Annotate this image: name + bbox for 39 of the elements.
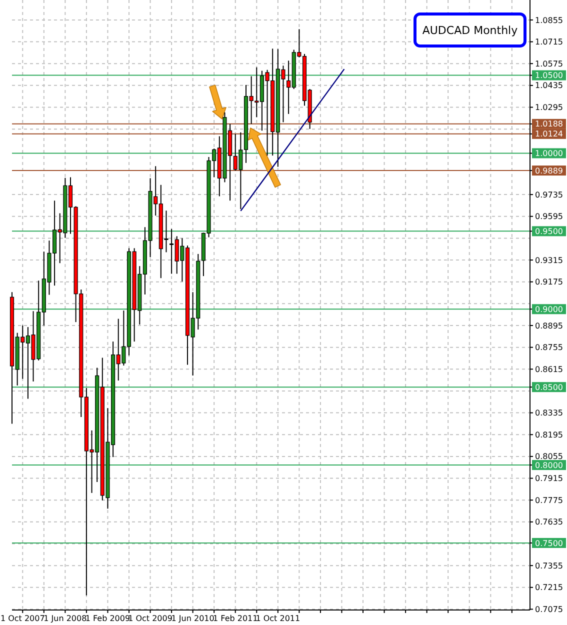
y-tick-label: 0.9175 [535, 278, 563, 287]
y-tick-label: 0.7635 [535, 518, 563, 527]
x-tick-label: 1 Jun 2008 [44, 614, 87, 623]
ref-line-label: 1.0000 [535, 149, 563, 158]
y-tick-label: 1.0295 [535, 103, 563, 112]
ref-line-label: 0.9889 [535, 166, 563, 176]
y-tick-label: 0.8755 [535, 343, 563, 352]
y-tick-label: 0.7075 [535, 605, 563, 614]
y-tick-label: 1.0715 [535, 38, 563, 47]
y-tick-label: 0.7355 [535, 561, 563, 570]
ref-line-label: 0.7500 [535, 538, 563, 548]
x-tick-label: 1 Oct 2007 [0, 614, 45, 623]
y-tick-label: 1.0855 [535, 16, 563, 25]
y-tick-label: 0.9595 [535, 212, 563, 222]
x-tick-label: 1 Feb 2009 [85, 614, 130, 623]
ref-line-label: 0.9500 [535, 226, 563, 236]
x-tick-label: 1 Oct 2011 [256, 614, 300, 623]
text: AUDCAD Monthly [422, 24, 518, 37]
y-tick-label: 1.0435 [535, 81, 563, 90]
y-tick-label: 0.8335 [535, 408, 563, 418]
x-tick-label: 1 Jun 2010 [171, 614, 214, 623]
ref-line-label: 0.8000 [535, 460, 563, 470]
y-tick-label: 0.7215 [535, 583, 563, 592]
x-tick-label: 1 Feb 2011 [213, 614, 258, 623]
ref-line-label: 1.0188 [535, 120, 563, 129]
y-tick-label: 0.9315 [535, 256, 563, 265]
y-tick-label: 0.8055 [535, 452, 563, 462]
y-tick-label: 0.8615 [535, 364, 563, 374]
y-tick-label: 0.7915 [535, 474, 563, 484]
y-tick-label: 0.9735 [535, 190, 563, 200]
y-tick-label: 0.8195 [535, 430, 563, 440]
ref-line-label: 0.8500 [535, 382, 563, 392]
ref-line-label: 1.0500 [535, 71, 563, 80]
x-tick-label: 1 Oct 2009 [128, 614, 172, 623]
ref-line-label: 1.0124 [535, 130, 563, 139]
ref-line-label: 0.9000 [535, 304, 563, 314]
y-tick-label: 0.8895 [535, 321, 563, 330]
y-tick-label: 1.0575 [535, 59, 563, 68]
y-tick-label: 0.7775 [535, 496, 563, 505]
